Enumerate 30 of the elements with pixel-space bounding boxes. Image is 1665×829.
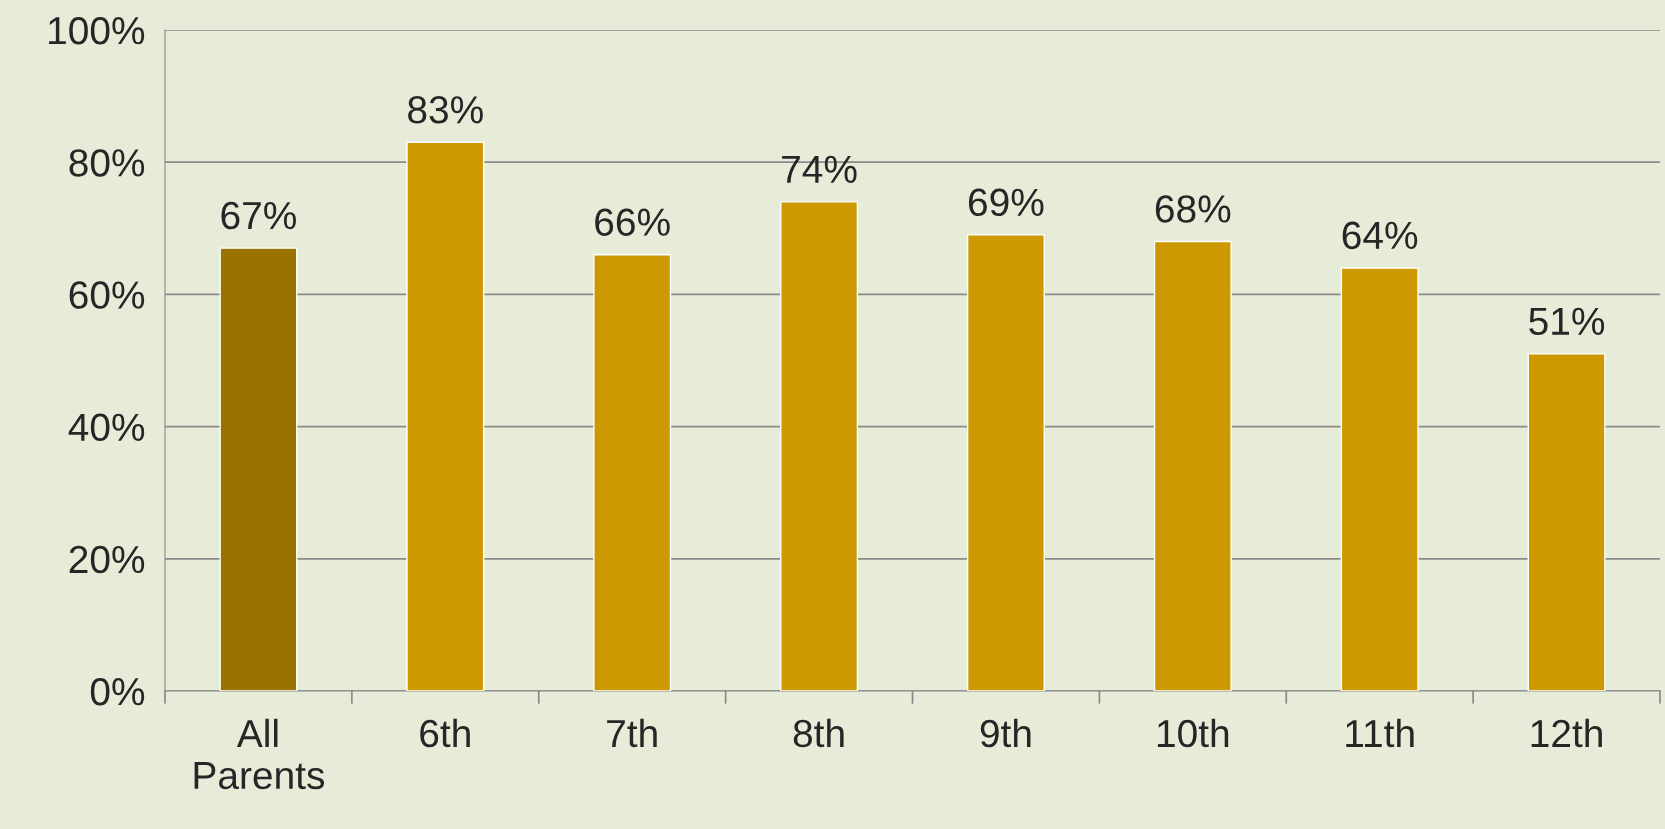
x-tick-label: 9th: [980, 718, 1031, 748]
x-tick-label: 11th: [1346, 718, 1414, 748]
data-label: 66%: [595, 208, 670, 236]
y-tick-label: 40%: [68, 413, 145, 442]
x-tick-label: 7th: [607, 718, 657, 748]
bar: [406, 141, 485, 691]
y-tick-label: 60%: [69, 281, 145, 309]
data-label: 51%: [1529, 307, 1605, 336]
data-label: 74%: [782, 155, 857, 183]
y-tick-label: 100%: [49, 16, 145, 45]
y-tick-label: 20%: [69, 545, 145, 574]
data-label: 68%: [1155, 195, 1231, 223]
data-label: 69%: [969, 188, 1044, 217]
data-label: 83%: [408, 96, 483, 124]
bar: [593, 254, 672, 691]
y-tick-label: 80%: [69, 149, 145, 177]
bar: [1153, 240, 1232, 691]
data-label: 67%: [221, 201, 296, 230]
data-label: 64%: [1342, 221, 1418, 250]
x-tick-label: 10th: [1157, 718, 1229, 748]
x-tick-label: 12th: [1531, 718, 1602, 748]
bar: [1527, 353, 1606, 691]
y-tick-label: 0%: [90, 677, 145, 706]
x-tick-label: 6th: [420, 718, 470, 748]
x-tick-label: All Parents: [194, 718, 325, 790]
x-tick-label: 8th: [793, 718, 844, 748]
bar: [219, 247, 298, 691]
bar: [780, 201, 859, 691]
bar: [1340, 267, 1419, 691]
bar: [966, 234, 1045, 691]
